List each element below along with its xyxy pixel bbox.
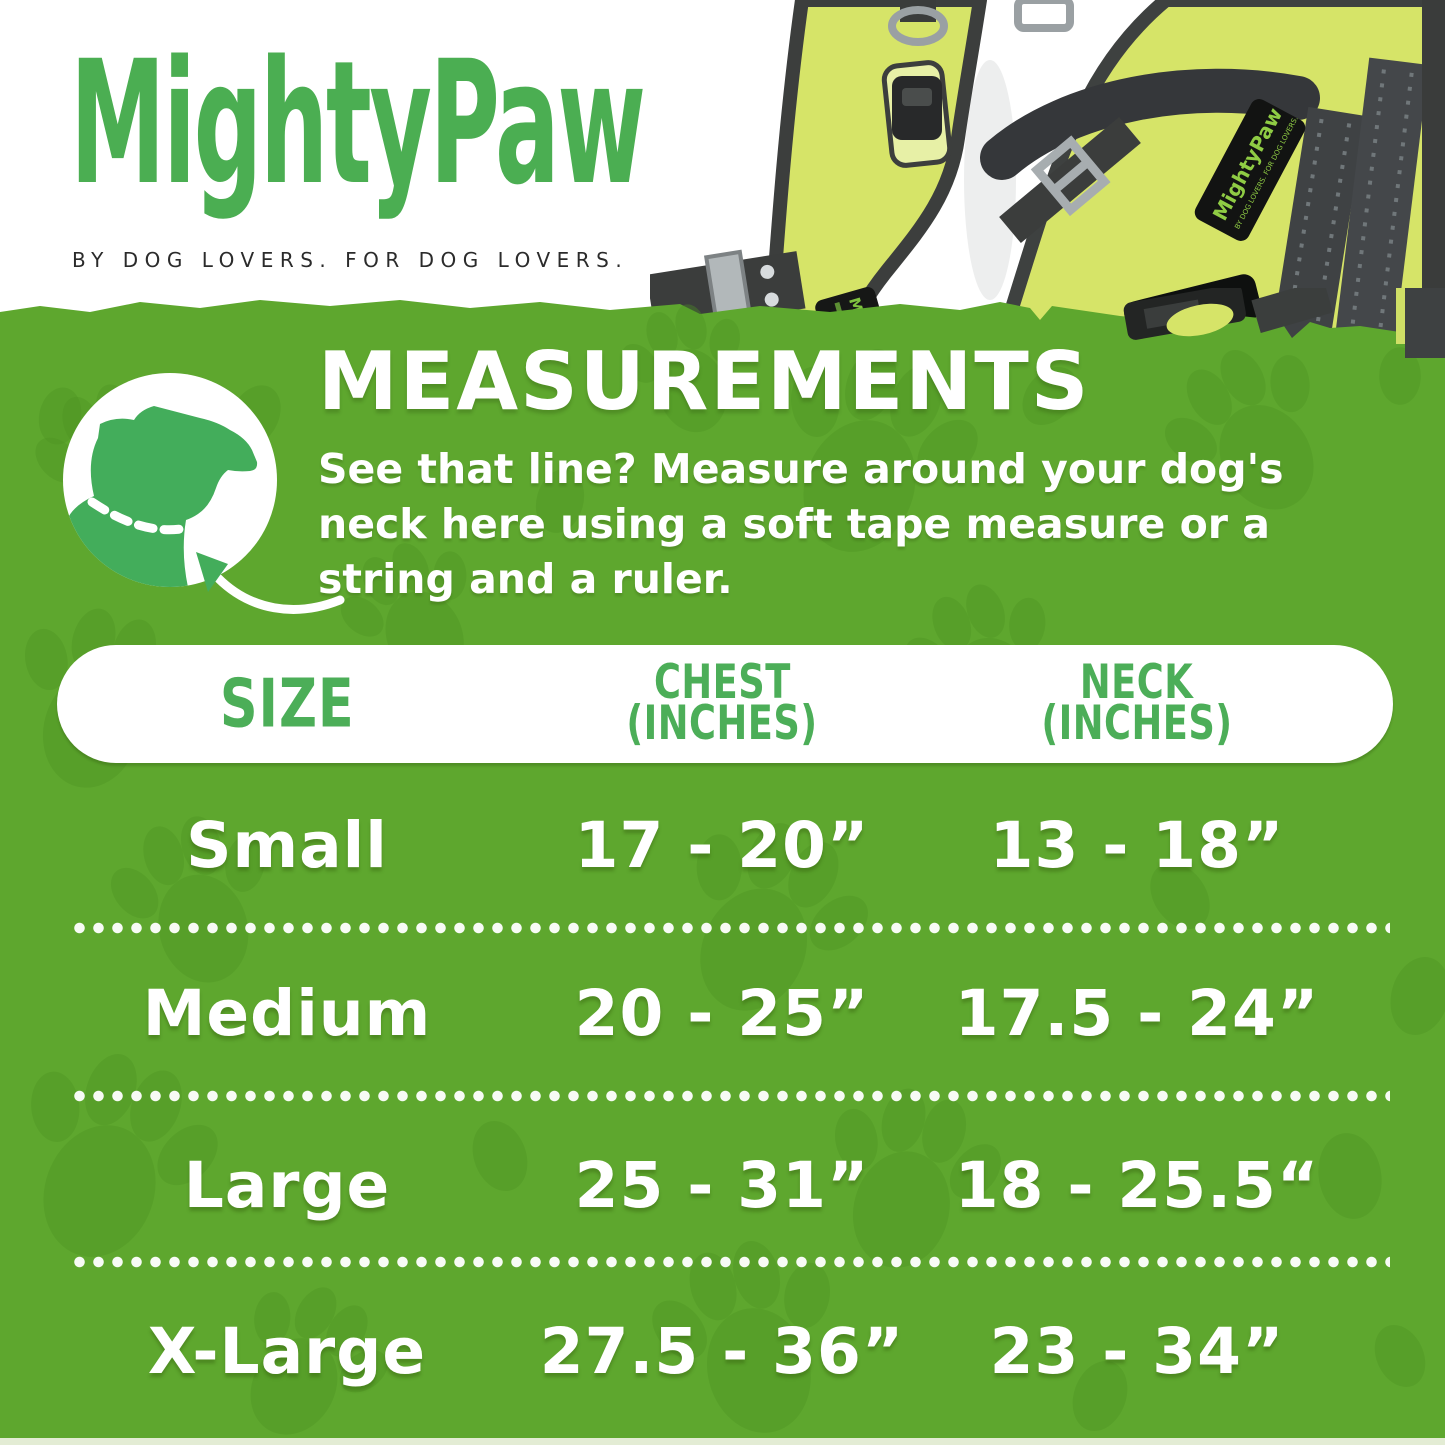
- description-line: string and a ruler.: [318, 555, 733, 603]
- size-name: Small: [186, 808, 388, 882]
- table-row-xlarge: X-Large 27.5 - 36” 23 - 34”: [57, 1309, 1393, 1393]
- column-header-neck: NECK (INCHES): [1041, 655, 1233, 752]
- chest-range: 25 - 31”: [574, 1148, 870, 1222]
- measurements-description: See that line? Measure around your dog's…: [318, 442, 1284, 607]
- neck-range: 18 - 25.5“: [954, 1148, 1320, 1222]
- brand-logo-block: MightyPaw BY DOG LOVERS. FOR DOG LOVERS.: [70, 25, 646, 290]
- green-section: MEASUREMENTS See that line? Measure arou…: [0, 286, 1445, 1445]
- neck-measure-dashed-line: [87, 497, 193, 535]
- size-table-header: SIZE CHEST (INCHES) NECK (INCHES): [57, 645, 1393, 763]
- size-name: Large: [183, 1148, 391, 1222]
- buckle-clip: [892, 76, 942, 140]
- dog-neck-measure-icon: [63, 373, 345, 614]
- brand-tagline: BY DOG LOVERS. FOR DOG LOVERS.: [72, 248, 629, 272]
- harness-product-photo: MightyPaw: [650, 0, 1445, 340]
- table-row-medium: Medium 20 - 25” 17.5 - 24”: [57, 971, 1393, 1055]
- dotted-divider: [70, 1090, 1390, 1102]
- bottom-edge-strip: [0, 1438, 1445, 1445]
- chest-range: 17 - 20”: [574, 808, 870, 882]
- arrow-tail: [213, 573, 345, 614]
- reflective-strap: [1272, 106, 1366, 340]
- arrow-head-icon: [196, 552, 228, 592]
- description-line: neck here using a soft tape measure or a: [318, 500, 1270, 548]
- reflective-strap: [1335, 57, 1429, 340]
- neck-range: 23 - 34”: [989, 1314, 1285, 1388]
- neck-range: 17.5 - 24”: [954, 976, 1320, 1050]
- neck-range: 13 - 18”: [989, 808, 1285, 882]
- metal-d-ring: [888, 6, 948, 46]
- photo-shadow: [964, 60, 1016, 300]
- brand-logo: MightyPaw: [70, 25, 646, 224]
- measurements-title: MEASUREMENTS: [318, 335, 1091, 428]
- harness-overlap-bits: [1123, 288, 1445, 358]
- table-row-large: Large 25 - 31” 18 - 25.5“: [57, 1143, 1393, 1227]
- column-header-chest: CHEST (INCHES): [626, 655, 818, 752]
- metal-tri-glide: [1030, 135, 1111, 217]
- size-name: X-Large: [147, 1314, 427, 1388]
- chest-range: 27.5 - 36”: [539, 1314, 905, 1388]
- table-row-small: Small 17 - 20” 13 - 18”: [57, 803, 1393, 887]
- metal-ring: [1014, 0, 1074, 32]
- size-name: Medium: [142, 976, 432, 1050]
- dotted-divider: [70, 922, 1390, 934]
- chest-range: 20 - 25”: [574, 976, 870, 1050]
- description-line: See that line? Measure around your dog's: [318, 445, 1284, 493]
- column-header-size: SIZE: [219, 665, 355, 743]
- dotted-divider: [70, 1256, 1390, 1268]
- padded-strap: [980, 68, 1320, 180]
